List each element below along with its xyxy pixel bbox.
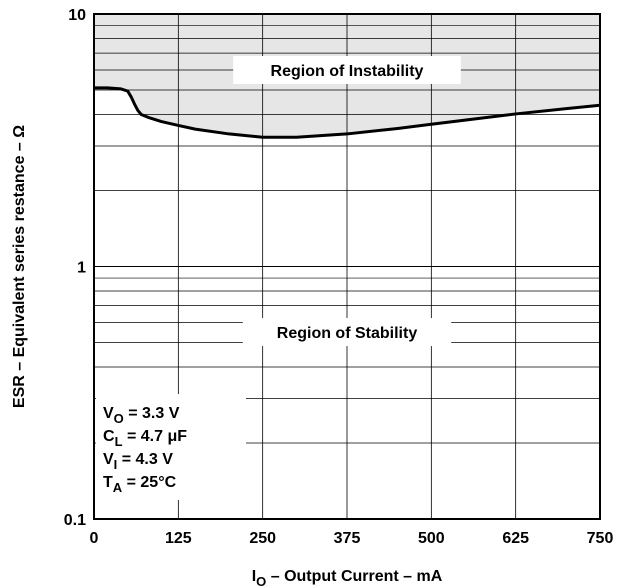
annotation-instability: Region of Instability (271, 63, 424, 80)
annotation-stability: Region of Stability (277, 325, 418, 342)
x-tick-labels: 0 125 250 375 500 625 750 (90, 530, 614, 547)
y-tick-labels: 0.1 1 10 (64, 7, 86, 529)
y-tick-label: 1 (77, 260, 86, 277)
x-tick-label: 250 (249, 530, 276, 547)
x-tick-label: 375 (334, 530, 361, 547)
x-tick-label: 0 (90, 530, 99, 547)
x-tick-label: 125 (165, 530, 192, 547)
y-axis-label: ESR – Equivalent series restance – Ω (11, 125, 28, 408)
x-tick-label: 500 (418, 530, 445, 547)
y-tick-label: 10 (68, 7, 86, 24)
x-tick-label: 625 (502, 530, 529, 547)
x-axis-label: IO – Output Current – mA (252, 568, 443, 588)
y-tick-label: 0.1 (64, 512, 86, 529)
x-tick-label: 750 (587, 530, 614, 547)
